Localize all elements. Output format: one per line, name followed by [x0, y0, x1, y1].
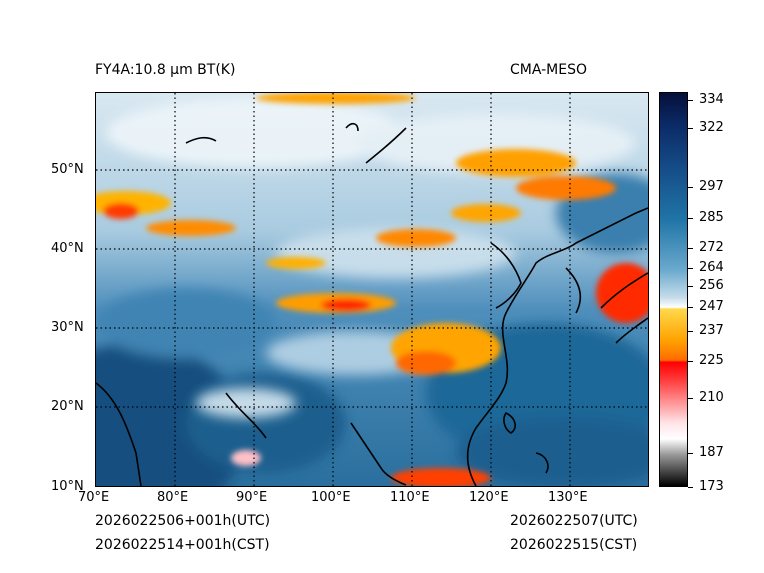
lat-tick-20: 20°N — [51, 399, 84, 414]
colorbar-tick-256: 256 — [699, 277, 724, 293]
valid-time-utc: 2026022507(UTC) — [510, 513, 638, 529]
colorbar-tick-mark — [688, 360, 693, 362]
colorbar-tick-264: 264 — [699, 259, 724, 275]
lon-tick-100: 100°E — [311, 490, 351, 505]
colorbar-tick-mark — [688, 248, 693, 249]
init-time-cst: 2026022514+001h(CST) — [95, 537, 270, 553]
lat-tick-50: 50°N — [51, 162, 84, 177]
colorbar-tick-187: 187 — [699, 445, 724, 461]
colorbar-gradient — [660, 93, 687, 486]
lon-tick-110: 110°E — [390, 490, 430, 505]
colorbar-tick-247: 247 — [699, 299, 724, 315]
colorbar-tick-225: 225 — [699, 352, 724, 368]
colorbar — [659, 92, 688, 487]
colorbar-tick-272: 272 — [699, 240, 724, 255]
convective-cloud — [96, 93, 648, 486]
lon-tick-120: 120°E — [469, 490, 509, 505]
colorbar-tick-mark — [688, 186, 693, 188]
colorbar-tick-mark — [688, 267, 693, 269]
satellite-map[interactable] — [95, 92, 649, 487]
init-time-utc: 2026022506+001h(UTC) — [95, 513, 271, 529]
source-label: CMA-MESO — [510, 62, 588, 78]
colorbar-tick-322: 322 — [699, 119, 724, 135]
colorbar-tick-mark — [688, 398, 693, 400]
lon-tick-80: 80°E — [157, 490, 189, 505]
colorbar-tick-mark — [688, 127, 693, 129]
colorbar-tick-173: 173 — [699, 479, 724, 494]
colorbar-tick-334: 334 — [699, 91, 724, 107]
colorbar-tick-mark — [688, 218, 693, 220]
lon-tick-130: 130°E — [548, 490, 588, 505]
colorbar-tick-mark — [688, 307, 693, 309]
colorbar-tick-mark — [688, 99, 693, 101]
lon-tick-90: 90°E — [236, 490, 268, 505]
lat-tick-30: 30°N — [51, 320, 84, 335]
colorbar-tick-mark — [688, 453, 693, 455]
lat-tick-40: 40°N — [51, 241, 84, 256]
colorbar-tick-297: 297 — [699, 178, 724, 194]
colorbar-tick-mark — [688, 285, 693, 287]
valid-time-cst: 2026022515(CST) — [510, 537, 638, 553]
lon-tick-70: 70°E — [78, 490, 110, 505]
coastlines — [96, 122, 648, 486]
lat-tick-10: 10°N — [51, 479, 84, 494]
graticule — [96, 93, 648, 486]
colorbar-svg — [660, 93, 687, 486]
colorbar-tick-285: 285 — [699, 210, 724, 226]
colorbar-tick-210: 210 — [699, 390, 724, 406]
product-title: FY4A:10.8 µm BT(K) — [95, 62, 236, 78]
colorbar-tick-mark — [688, 487, 693, 488]
colorbar-tick-237: 237 — [699, 323, 724, 338]
colorbar-tick-mark — [688, 331, 693, 332]
map-svg — [96, 93, 648, 486]
